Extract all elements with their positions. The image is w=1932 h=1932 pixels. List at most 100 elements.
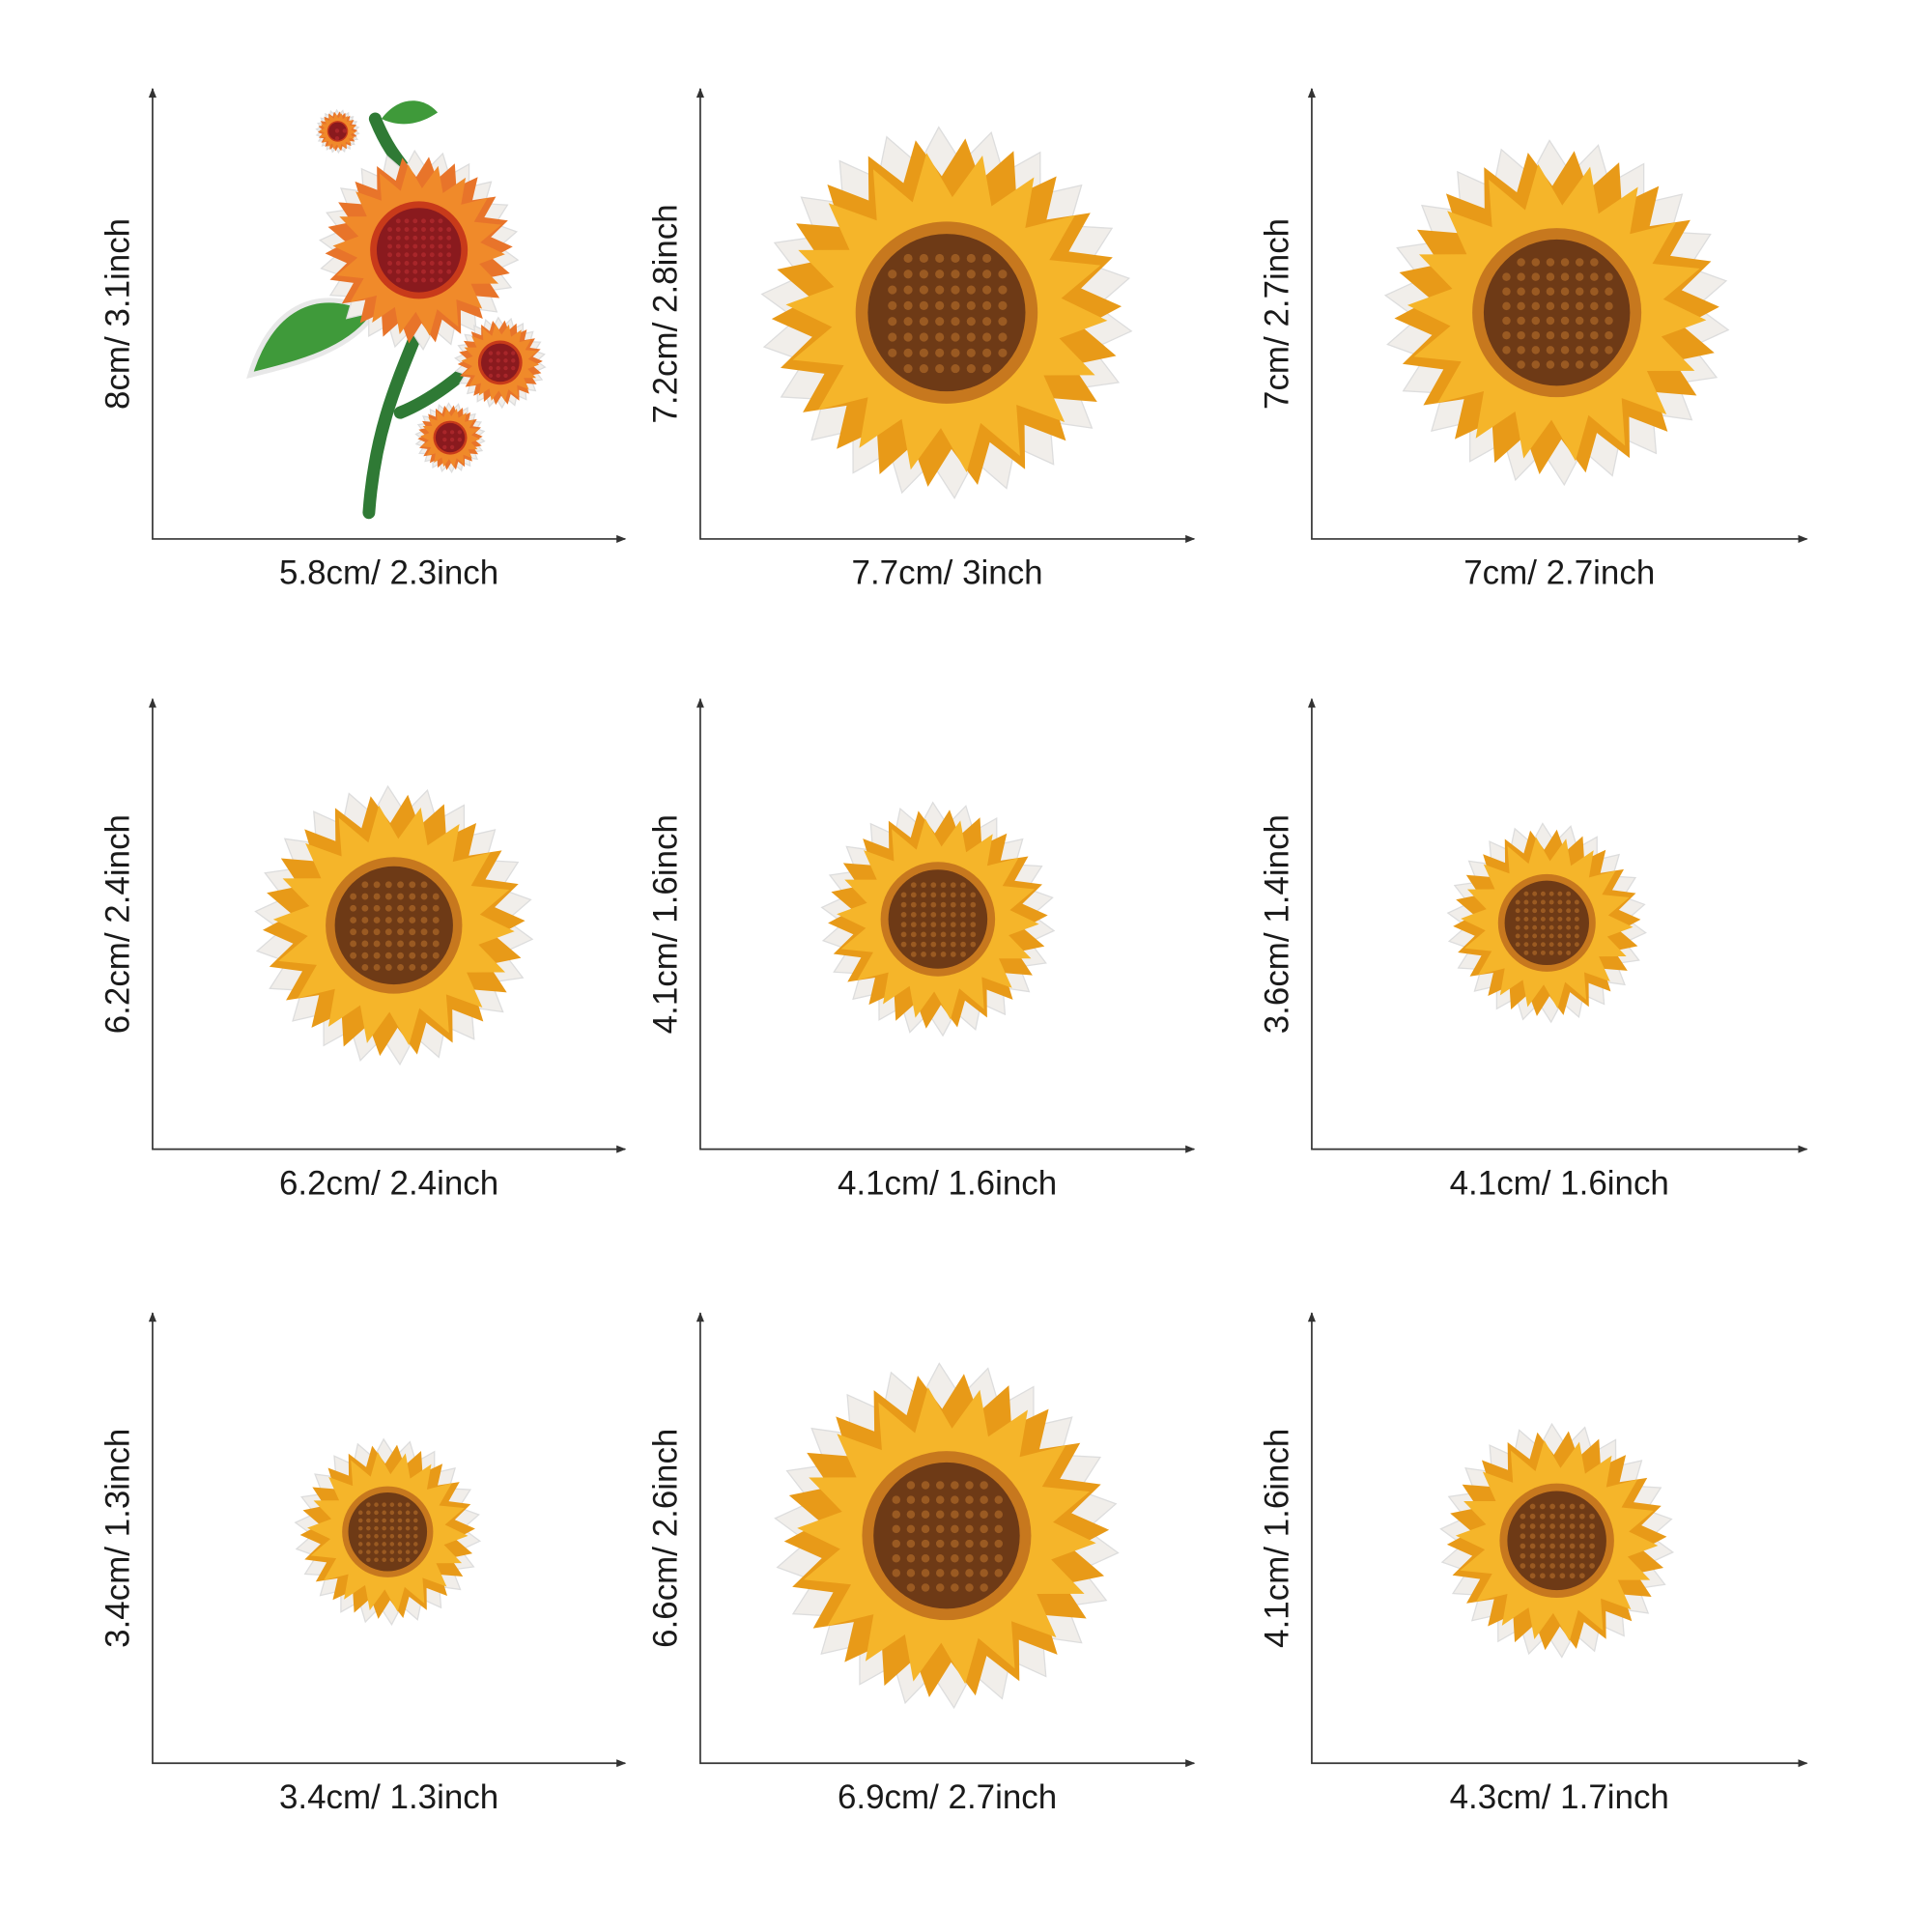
seed <box>373 904 381 912</box>
seed <box>1557 942 1563 948</box>
seed <box>1546 287 1555 296</box>
seed <box>1557 950 1563 955</box>
seed <box>903 348 913 357</box>
seed <box>488 365 494 371</box>
seed <box>1590 272 1599 281</box>
seed <box>429 218 435 224</box>
seed <box>910 941 917 948</box>
seed <box>1546 360 1555 369</box>
seed <box>1539 1533 1546 1540</box>
seed <box>1589 1543 1595 1549</box>
seed <box>382 1518 386 1523</box>
seed <box>930 892 937 898</box>
seed <box>966 285 976 295</box>
seed <box>397 1557 403 1563</box>
seed <box>935 1495 945 1504</box>
seed <box>373 893 381 900</box>
seed <box>382 1549 386 1554</box>
seed <box>1523 891 1529 896</box>
seed <box>409 881 416 889</box>
seed <box>900 901 907 908</box>
seed <box>1546 330 1555 340</box>
seed <box>387 261 393 266</box>
height-label: 3.6cm/ 1.4inch <box>1259 814 1296 1034</box>
seed <box>395 243 401 249</box>
seed <box>982 364 992 374</box>
seed <box>361 952 369 959</box>
seed <box>1529 1513 1536 1520</box>
seed <box>980 1524 988 1534</box>
seed <box>350 893 357 900</box>
seed <box>1546 301 1555 311</box>
seed <box>940 952 947 957</box>
seed <box>888 332 897 342</box>
width-label: 6.9cm/ 2.7inch <box>838 1778 1057 1816</box>
seed <box>1590 287 1599 296</box>
seed <box>1575 272 1584 281</box>
seed <box>950 941 956 948</box>
seed <box>1520 1523 1526 1529</box>
seed <box>1523 899 1529 905</box>
seed <box>488 358 494 363</box>
center <box>867 234 1026 392</box>
seed <box>488 373 494 379</box>
seed <box>980 1583 988 1592</box>
seed <box>906 1495 916 1504</box>
seed <box>397 1549 403 1554</box>
seed <box>397 917 404 923</box>
seed <box>888 317 897 327</box>
seed <box>1548 942 1554 948</box>
seed <box>951 1553 959 1563</box>
seed <box>449 430 455 435</box>
seed <box>935 348 945 357</box>
seed <box>1539 1563 1546 1569</box>
seed <box>389 1534 395 1539</box>
height-label: 7.2cm/ 2.8inch <box>646 204 684 423</box>
seed <box>1560 316 1570 326</box>
seed <box>910 931 917 938</box>
seed <box>1578 1533 1585 1540</box>
seed <box>906 1524 916 1534</box>
seed <box>1578 1552 1585 1559</box>
seed <box>919 300 928 310</box>
seed <box>1532 942 1538 948</box>
seed <box>980 1495 988 1504</box>
seed <box>1566 924 1572 930</box>
seed <box>1517 258 1525 267</box>
seed <box>910 901 917 908</box>
seed <box>1605 301 1613 311</box>
seed <box>421 243 426 249</box>
seed <box>1529 1543 1536 1549</box>
seed <box>951 1510 959 1520</box>
seed <box>1559 1573 1566 1579</box>
seed <box>930 882 937 889</box>
seed <box>397 904 404 912</box>
seed <box>966 364 976 374</box>
seed <box>361 940 369 948</box>
seed <box>966 332 976 342</box>
seed <box>420 940 428 948</box>
seed <box>413 1525 418 1531</box>
seed <box>420 928 428 936</box>
seed <box>888 270 897 279</box>
seed <box>350 917 357 923</box>
seed <box>421 252 426 258</box>
sunflower-patch <box>774 1362 1120 1710</box>
seed <box>413 1549 418 1554</box>
seed <box>970 912 977 918</box>
seed <box>503 351 508 355</box>
seed <box>888 285 897 295</box>
seed <box>1548 899 1554 905</box>
seed <box>361 904 369 912</box>
seed <box>1566 933 1572 939</box>
seed <box>1548 917 1554 922</box>
seed <box>965 1524 974 1534</box>
seed <box>334 128 340 133</box>
seed <box>1529 1503 1536 1510</box>
seed <box>382 1542 386 1547</box>
seed <box>921 941 926 948</box>
seed <box>438 252 443 258</box>
seed <box>1589 1523 1595 1529</box>
seed <box>511 351 516 355</box>
